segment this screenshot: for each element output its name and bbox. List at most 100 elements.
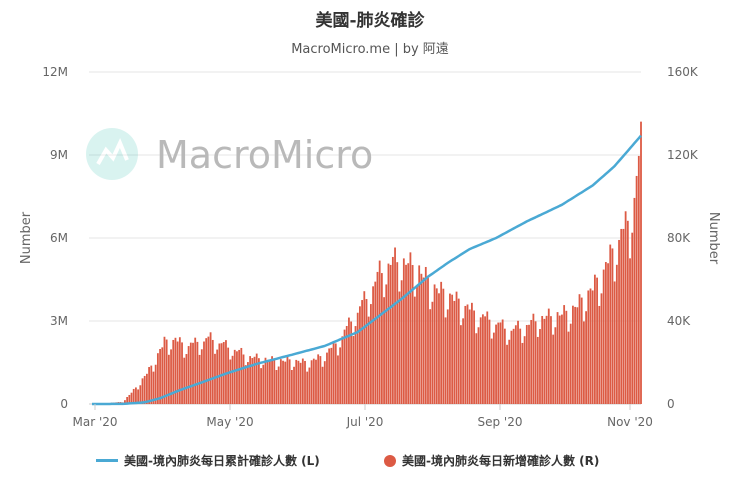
bar [405,264,407,404]
bar [139,385,142,404]
bar [227,347,230,404]
bar [150,365,153,404]
bar [200,349,203,404]
y-left-axis-title: Number [19,211,34,264]
bar [576,307,579,404]
bar [484,316,486,404]
bar [545,315,548,404]
bar [374,281,377,404]
bar [598,305,601,404]
bar [587,290,590,404]
bar [299,362,302,404]
bar [519,328,522,404]
bar [211,339,214,404]
bar [367,316,370,404]
legend: 美國-境內肺炎每日累計確診人數 (L) 美國-境內肺炎每日新增確診人數 (R) [0,452,740,472]
bar [304,360,306,404]
bar [220,343,223,404]
bar [451,294,454,404]
bar [132,388,135,404]
bar [161,347,164,404]
bar [297,360,300,404]
bar [334,343,337,404]
y-right-tick-label: 80K [667,231,691,245]
bar [205,338,208,404]
bar [543,318,546,404]
bar [455,291,458,404]
bar [236,351,238,404]
bar [229,359,232,404]
bar [178,337,181,404]
bar [183,357,186,404]
bar [339,347,342,404]
bar [525,325,528,404]
bar [268,360,271,404]
bar [321,366,324,404]
bar [442,288,445,404]
bar [486,311,489,404]
legend-item-cumulative[interactable]: 美國-境內肺炎每日累計確診人數 (L) [96,452,320,469]
bar [301,358,304,404]
bar [189,342,192,404]
y-right-tick-label: 0 [667,397,675,411]
bar [361,300,364,404]
x-tick-label: May '20 [206,415,253,429]
bar [561,314,563,404]
bar [462,318,465,404]
bar [222,342,225,404]
bar [499,322,502,404]
bar [624,211,627,404]
bar [242,354,245,404]
bar [510,330,513,404]
bar [165,339,168,404]
bar [620,228,623,404]
bar [453,300,456,404]
bar [194,337,197,404]
y-right-tick-label: 40K [667,314,691,328]
watermark-text: MacroMicro [156,133,373,177]
bar [282,360,284,404]
bar [372,286,374,404]
bar [497,322,500,404]
bar [613,281,616,404]
bar [383,297,385,404]
bar [124,400,126,404]
bar [539,329,541,404]
bar [626,220,629,404]
legend-item-daily[interactable]: 美國-境內肺炎每日新增確診人數 (R) [384,452,599,469]
bar [255,353,258,404]
y-right-tick-label: 160K [667,65,699,79]
bar [170,349,172,404]
bar [609,244,612,404]
bar [635,175,638,404]
bar [574,306,577,404]
bar [431,301,434,404]
bar [156,353,159,404]
bar [495,324,497,404]
x-tick-label: Mar '20 [72,415,117,429]
bar [196,341,199,404]
bar [471,302,473,404]
bar [528,324,530,404]
bar [596,277,598,404]
bar [523,336,526,404]
legend-line-swatch [96,459,118,462]
bar [363,291,366,404]
bar [163,336,166,404]
bar [435,288,438,404]
bar [534,321,537,404]
bar [631,232,634,404]
bar [310,360,313,404]
bar [146,373,148,404]
bar [420,273,423,404]
bar [565,310,568,404]
cumulative-line [92,134,642,406]
y-left-tick-label: 9M [50,148,68,162]
bar [409,252,412,404]
bar [251,358,254,404]
bar [492,332,495,404]
bar [312,358,315,404]
bar [637,155,640,404]
bar [475,333,478,404]
